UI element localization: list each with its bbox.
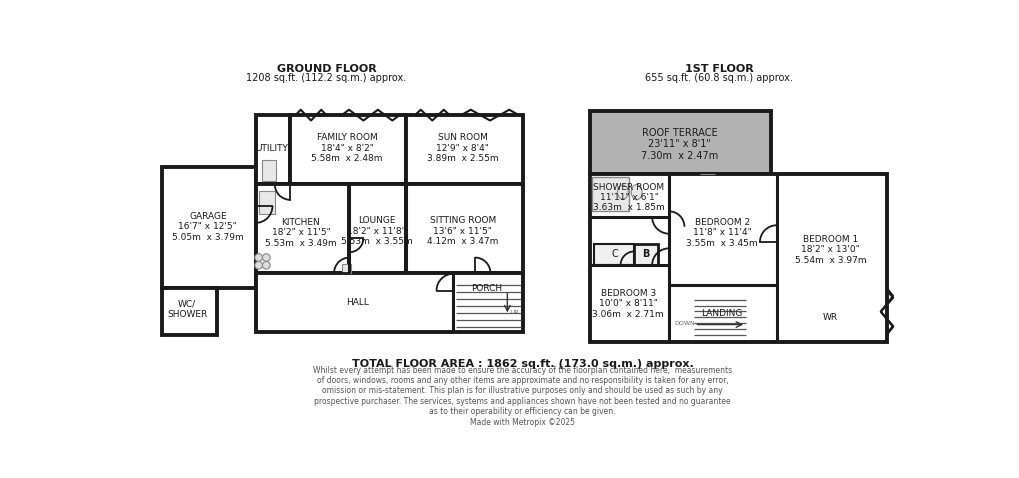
Bar (591, 177, 629, 211)
Text: SHOWER ROOM
11'11" x 6'1"
3.63m  x 1.85m: SHOWER ROOM 11'11" x 6'1" 3.63m x 1.85m (593, 183, 664, 212)
Bar (162, 167, 256, 288)
Bar (594, 244, 634, 265)
Bar (589, 174, 887, 342)
Text: 1208 sq.ft. (112.2 sq.m.) approx.: 1208 sq.ft. (112.2 sq.m.) approx. (246, 73, 407, 83)
Bar (162, 288, 217, 335)
Bar (256, 185, 350, 273)
Text: LOUNGE
18'2" x 11'8"
5.53m  x 3.55m: LOUNGE 18'2" x 11'8" 5.53m x 3.55m (340, 217, 412, 246)
Text: UTILITY: UTILITY (255, 144, 288, 152)
Bar (350, 185, 406, 273)
Text: WC/
SHOWER: WC/ SHOWER (167, 299, 207, 319)
Text: 655 sq.ft. (60.8 sq.m.) approx.: 655 sq.ft. (60.8 sq.m.) approx. (645, 73, 792, 83)
Bar (589, 111, 770, 174)
Text: GARAGE
16'7" x 12'5"
5.05m  x 3.79m: GARAGE 16'7" x 12'5" 5.05m x 3.79m (172, 212, 244, 242)
Text: PORCH: PORCH (471, 284, 501, 293)
Circle shape (255, 261, 262, 269)
Text: BEDROOM 2
11'8" x 11'4"
3.55m  x 3.45m: BEDROOM 2 11'8" x 11'4" 3.55m x 3.45m (686, 218, 757, 248)
Text: HALL: HALL (346, 298, 369, 307)
Ellipse shape (631, 185, 642, 200)
Text: BEDROOM 1
18'2" x 13'0"
5.54m  x 3.97m: BEDROOM 1 18'2" x 13'0" 5.54m x 3.97m (794, 235, 866, 265)
Ellipse shape (616, 185, 628, 199)
Bar (256, 115, 290, 185)
Bar (406, 115, 522, 185)
Text: ROOF TERRACE
23'11" x 8'1"
7.30m  x 2.47m: ROOF TERRACE 23'11" x 8'1" 7.30m x 2.47m (641, 128, 717, 161)
Text: GROUND FLOOR: GROUND FLOOR (276, 64, 376, 74)
Text: DOWN: DOWN (674, 321, 694, 326)
Bar (290, 115, 406, 185)
Text: Whilst every attempt has been made to ensure the accuracy of the floorplan conta: Whilst every attempt has been made to en… (313, 366, 732, 427)
Bar (259, 191, 274, 214)
Circle shape (255, 254, 262, 261)
Text: FAMILY ROOM
18'4" x 8'2"
5.58m  x 2.48m: FAMILY ROOM 18'4" x 8'2" 5.58m x 2.48m (311, 133, 382, 163)
Bar (341, 264, 351, 273)
Text: WR: WR (822, 313, 838, 322)
Bar (262, 160, 276, 181)
Text: UP: UP (511, 311, 519, 315)
Text: SITTING ROOM
13'6" x 11'5"
4.12m  x 3.47m: SITTING ROOM 13'6" x 11'5" 4.12m x 3.47m (427, 217, 498, 246)
Bar (256, 273, 523, 332)
Bar (406, 185, 522, 273)
Text: LANDING: LANDING (701, 309, 742, 318)
Text: BEDROOM 3
10'0" x 8'11"
3.06m  x 2.71m: BEDROOM 3 10'0" x 8'11" 3.06m x 2.71m (592, 289, 663, 319)
Circle shape (262, 261, 270, 269)
Text: KITCHEN
18'2" x 11'5"
5.53m  x 3.49m: KITCHEN 18'2" x 11'5" 5.53m x 3.49m (265, 218, 336, 248)
Text: TOTAL FLOOR AREA : 1862 sq.ft. (173.0 sq.m.) approx.: TOTAL FLOOR AREA : 1862 sq.ft. (173.0 sq… (352, 359, 693, 369)
Text: 1ST FLOOR: 1ST FLOOR (684, 64, 753, 74)
Text: C: C (610, 250, 618, 260)
Circle shape (262, 254, 270, 261)
Text: B: B (642, 250, 649, 260)
Bar (634, 244, 657, 265)
Text: SUN ROOM
12'9" x 8'4"
3.89m  x 2.55m: SUN ROOM 12'9" x 8'4" 3.89m x 2.55m (427, 133, 498, 163)
